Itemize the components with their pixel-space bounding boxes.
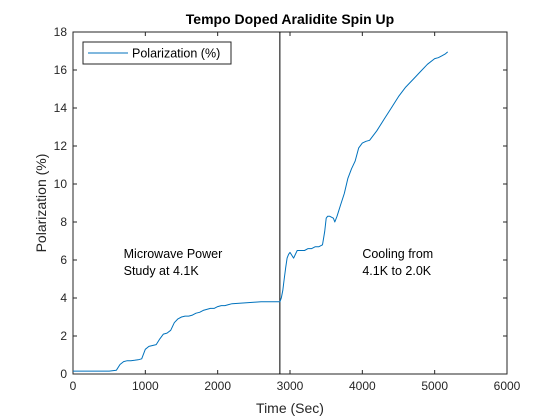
y-tick-label-8: 16 [54,63,68,77]
x-tick-label-1: 1000 [132,379,159,393]
x-tick-label-2: 2000 [204,379,231,393]
legend: Polarization (%) [82,41,232,65]
x-axis-label: Time (Sec) [256,400,324,416]
legend-label: Polarization (%) [132,47,220,61]
annotation-0: Microwave Power Study at 4.1K [124,247,223,278]
y-tick-label-5: 10 [54,177,68,191]
y-tick-label-9: 18 [54,25,68,39]
chart-title: Tempo Doped Aralidite Spin Up [186,11,394,27]
y-tick-label-6: 12 [54,139,68,153]
y-tick-label-3: 6 [60,253,67,267]
y-tick-label-0: 0 [60,367,67,381]
annotation-0-line-1: Study at 4.1K [124,264,200,278]
y-tick-label-2: 4 [60,291,67,305]
annotation-1-line-0: Cooling from [362,247,433,261]
x-tick-label-6: 6000 [494,379,521,393]
x-tick-label-5: 5000 [421,379,448,393]
plot-area: 0 1000 2000 3000 4000 5000 6000 0 2 4 6 8 10 12 14 16 18… [54,25,521,393]
y-tick-label-7: 14 [54,101,68,115]
x-tick-label-4: 4000 [349,379,376,393]
legend-box [82,41,232,65]
annotation-1: Cooling from 4.1K to 2.0K [362,247,433,278]
y-tick-label-4: 8 [60,215,67,229]
annotation-0-line-0: Microwave Power [124,247,223,261]
y-tick-label-1: 2 [60,329,67,343]
x-tick-label-3: 3000 [277,379,304,393]
x-tick-label-0: 0 [70,379,77,393]
y-axis-label: Polarization (%) [33,154,49,253]
axes-box [72,31,508,375]
series-line-0 [73,51,449,372]
annotation-1-line-1: 4.1K to 2.0K [362,264,431,278]
